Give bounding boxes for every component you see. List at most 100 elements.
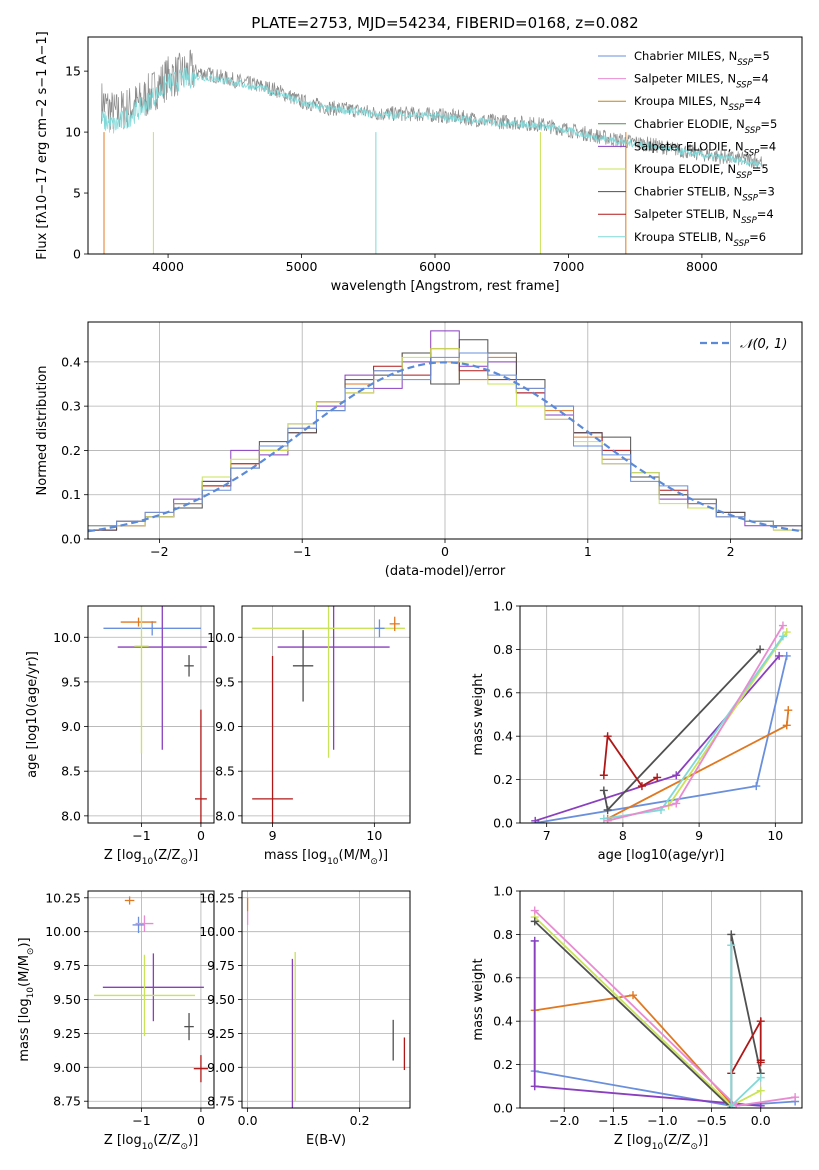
label-part: mass [log — [17, 998, 32, 1061]
axis-label: mass [log10(M/M⊙)] — [264, 848, 388, 867]
y-tick-label: 10 — [65, 125, 81, 140]
plot-area — [88, 891, 214, 1108]
legend-entry: Kroupa ELODIE, NSSP=5 — [634, 162, 769, 181]
y-tick-label: 9.75 — [53, 958, 81, 973]
axes-frame — [87, 605, 215, 824]
weight-marker — [727, 941, 736, 950]
label-part: (Z/Z — [663, 1133, 690, 1148]
label-part: (Z/Z — [153, 1133, 180, 1148]
y-tick-label: 0.8 — [493, 927, 513, 942]
legend-suffix: =5 — [753, 49, 770, 63]
weight-marker — [530, 917, 539, 926]
histogram-series — [88, 348, 802, 539]
weight-line — [534, 655, 780, 822]
axis-label: age [log10(age/yr)] — [25, 651, 40, 778]
plot-area — [520, 891, 802, 1108]
x-tick-label: 0 — [197, 828, 205, 843]
y-tick-label: 0.6 — [493, 685, 513, 700]
weight-marker — [599, 786, 608, 795]
normal-curve — [88, 361, 802, 533]
weight-line — [603, 635, 784, 820]
x-tick-label: 9 — [695, 828, 703, 843]
legend-suffix: =6 — [749, 230, 766, 244]
axes-frame — [519, 605, 803, 824]
legend-suffix: =4 — [757, 207, 774, 221]
weight-marker — [782, 651, 791, 660]
age-vs-metallicity: −1 08.08.59.09.510.0Z [log10(Z/Z⊙)]age [l… — [25, 605, 215, 867]
label-part: (Z/Z — [153, 848, 180, 863]
legend-sub: SSP — [734, 239, 750, 249]
residual-histogram: −2 −1 0 1 2 0.0 0.1 0.2 0.3 0.4 (data-model)/error… — [35, 321, 803, 579]
weight-line — [602, 733, 658, 788]
weight-line — [533, 940, 761, 1107]
weight-marker — [756, 1073, 765, 1082]
label-part: 10 — [142, 857, 154, 867]
label-part: age [log — [25, 725, 40, 778]
y-tick-label: 0.2 — [61, 443, 81, 458]
x-tick-label: 2 — [727, 544, 735, 559]
y-tick-label: 5 — [73, 186, 81, 201]
legend-entry: Kroupa MILES, NSSP=4 — [634, 94, 761, 113]
y-axis-label: mass weight — [471, 958, 486, 1040]
weight-marker — [756, 1086, 765, 1095]
legend-sub: SSP — [741, 216, 757, 226]
x-tick-label: 0 — [441, 544, 449, 559]
label-part: 10 — [652, 1142, 664, 1152]
legend-sub: SSP — [745, 126, 761, 136]
x-axis-label: (data-model)/error — [385, 564, 506, 579]
weight-marker — [530, 936, 539, 945]
label-part: (M/M — [17, 955, 32, 987]
weight-line — [607, 625, 784, 822]
y-tick-label: 1.0 — [493, 884, 513, 899]
axes-frame — [87, 890, 215, 1109]
label-part: mass [log — [264, 848, 327, 863]
weight-marker — [756, 1017, 765, 1026]
y-tick-label: 8.0 — [215, 808, 235, 823]
x-tick-label: −1.5 — [598, 1113, 628, 1128]
weight-marker — [530, 906, 539, 915]
label-part: 10 — [26, 987, 36, 999]
y-tick-label: 8.75 — [53, 1094, 81, 1109]
x-tick-label: 8 — [619, 828, 627, 843]
label-part: ⊙ — [180, 1142, 188, 1152]
y-tick-label: 9.25 — [53, 1026, 81, 1041]
histogram-series — [88, 352, 802, 539]
x-tick-label: 7 — [543, 828, 551, 843]
weight-marker — [531, 816, 540, 823]
axis-label: mass [log10(M/M⊙)] — [17, 937, 36, 1061]
axes-frame — [87, 36, 803, 255]
y-tick-label: 0.0 — [493, 816, 513, 831]
y-tick-label: 0.2 — [493, 1057, 513, 1072]
label-part: ⊙ — [690, 1142, 698, 1152]
y-tick-label: 0.0 — [61, 532, 81, 547]
label-part: )] — [17, 937, 32, 947]
x-tick-label: 0.0 — [238, 1113, 258, 1128]
x-tick-label: −1 — [132, 1113, 150, 1128]
y-tick-label: 0.4 — [493, 729, 513, 744]
legend-entry: Salpeter STELIB, NSSP=4 — [634, 207, 774, 226]
weight-line — [534, 909, 796, 1107]
legend-entry: Salpeter ELODIE, NSSP=4 — [634, 139, 776, 158]
axis-label: Flux [fλ10−17 erg cm−2 s−1 A−1] — [35, 31, 50, 259]
label-part: Z [log — [104, 848, 142, 863]
axis-label: Z [log10(Z/Z⊙)] — [614, 1133, 708, 1152]
x-tick-label: −1 — [293, 544, 311, 559]
legend-suffix: =4 — [752, 72, 769, 86]
weight-marker — [599, 771, 608, 780]
legend-entry: Chabrier STELIB, NSSP=3 — [634, 185, 775, 204]
legend-sub: SSP — [744, 148, 760, 158]
label-part: (age/yr)] — [667, 848, 724, 863]
weight-marker — [530, 1082, 539, 1091]
y-tick-label: 0 — [73, 247, 81, 262]
x-tick-label: 8000 — [686, 259, 718, 274]
label-part: 10 — [651, 848, 668, 863]
label-part: erg cm — [35, 118, 50, 167]
x-tick-label: 0 — [197, 1113, 205, 1128]
y-tick-label: 9.0 — [61, 719, 81, 734]
label-part: −17 — [35, 167, 50, 194]
legend-text: Chabrier STELIB, N — [634, 185, 742, 199]
legend-text: Salpeter MILES, N — [634, 72, 736, 86]
legend-text: Salpeter ELODIE, N — [634, 139, 744, 153]
label-part: )] — [188, 848, 198, 863]
legend-text: Kroupa MILES, N — [634, 94, 729, 108]
